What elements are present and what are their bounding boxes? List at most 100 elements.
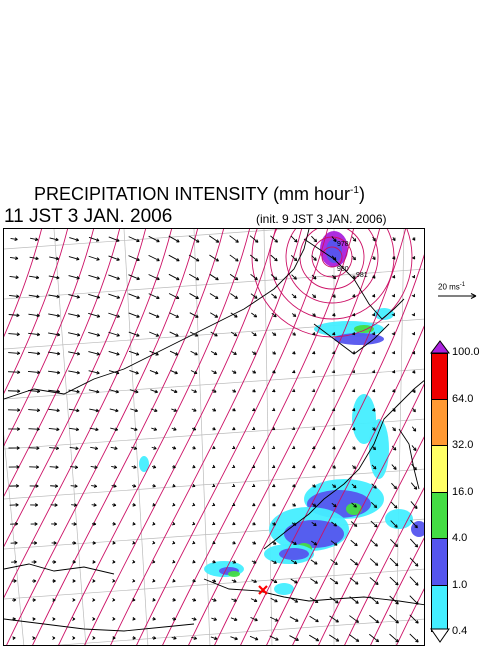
colorbar-legend: 100.0 64.0 32.0 16.0 4.0 1.0 0.4 (430, 340, 500, 645)
wind-arrowhead (235, 258, 239, 262)
wind-vector (209, 293, 219, 299)
wind-arrowhead (92, 598, 96, 602)
wind-vector (249, 235, 259, 243)
wind-arrowhead (52, 598, 56, 602)
wind-arrowhead (274, 239, 278, 243)
wind-arrowhead (115, 371, 120, 375)
wind-vector (229, 254, 239, 262)
wind-arrowhead (292, 464, 296, 469)
wind-arrowhead (392, 447, 397, 451)
wind-arrowhead (313, 238, 318, 243)
wind-arrowhead (271, 445, 276, 450)
wind-arrowhead (16, 332, 20, 337)
wind-arrowhead (72, 579, 76, 583)
wind-vector (291, 293, 297, 299)
wind-vector (28, 332, 40, 336)
wind-vector (371, 483, 377, 489)
wind-arrowhead (253, 579, 257, 583)
wind-vector (191, 389, 197, 393)
wind-arrowhead (34, 522, 38, 526)
wind-arrowhead (372, 408, 376, 412)
wind-vector (331, 236, 337, 242)
wind-arrowhead (295, 618, 299, 622)
wind-vector (249, 635, 259, 641)
isobar (285, 229, 379, 304)
wind-vector (108, 274, 120, 280)
isobar (136, 229, 328, 645)
wind-vector (28, 294, 40, 298)
wind-vector (88, 389, 100, 393)
wind-vector (168, 235, 180, 243)
isobar (84, 229, 276, 645)
wind-arrowhead (193, 370, 198, 375)
wind-vector (29, 256, 39, 260)
wind-arrowhead (93, 484, 98, 488)
wind-arrowhead (272, 332, 277, 336)
wind-arrowhead (392, 237, 396, 242)
wind-arrowhead (151, 559, 156, 564)
wind-arrowhead (134, 427, 138, 432)
wind-arrowhead (112, 636, 116, 640)
wind-arrowhead (314, 599, 319, 603)
wind-arrowhead (195, 295, 199, 300)
wind-arrowhead (375, 581, 379, 586)
longitude-line (193, 229, 211, 645)
wind-arrowhead (251, 426, 256, 431)
wind-arrowhead (53, 560, 57, 564)
wind-arrowhead (113, 484, 117, 488)
wind-vector (68, 313, 80, 317)
wind-arrowhead (36, 332, 41, 337)
wind-arrowhead (132, 540, 136, 545)
wind-arrowhead (14, 541, 18, 545)
wind-vector (329, 577, 339, 585)
wind-arrowhead (312, 484, 316, 488)
wind-arrowhead (332, 465, 336, 469)
precip-area (228, 571, 240, 577)
wind-arrowhead (112, 617, 116, 621)
wind-arrowhead (116, 333, 120, 337)
wind-vector (109, 389, 119, 393)
precip-area (352, 394, 376, 444)
isobar (321, 246, 343, 268)
wind-arrowhead (392, 256, 396, 260)
wind-arrowhead (153, 446, 157, 450)
wind-vector (409, 538, 419, 548)
wind-arrowhead (133, 446, 138, 450)
precip-area (334, 333, 384, 345)
wind-vector (251, 312, 257, 318)
wind-arrowhead (235, 239, 239, 243)
wind-arrowhead (116, 352, 120, 356)
wind-arrowhead (116, 314, 120, 318)
wind-arrowhead (212, 426, 216, 431)
colorbar-segment (431, 492, 448, 539)
wind-vector (148, 312, 160, 318)
wind-arrowhead (251, 483, 256, 487)
wind-arrowhead (192, 464, 196, 469)
wind-arrowhead (392, 408, 396, 412)
wind-vector (168, 273, 180, 281)
wind-arrowhead (192, 598, 197, 602)
wind-vector (251, 331, 257, 337)
wind-vector (230, 636, 238, 640)
wind-arrowhead (75, 446, 79, 451)
wind-arrowhead (72, 598, 76, 602)
wind-vector (230, 293, 238, 299)
wind-arrowhead (154, 408, 158, 413)
wind-arrowhead (56, 370, 61, 375)
wind-arrowhead (311, 388, 316, 393)
wind-arrowhead (272, 522, 277, 526)
wind-arrowhead (95, 427, 99, 432)
wind-arrowhead (172, 598, 176, 602)
wind-arrowhead (411, 293, 415, 298)
wind-vector (28, 313, 40, 317)
wind-arrowhead (292, 332, 296, 336)
wind-arrowhead (152, 578, 156, 583)
wind-arrowhead (233, 332, 238, 337)
wind-vector (270, 579, 278, 583)
wind-arrowhead (152, 617, 156, 621)
wind-arrowhead (211, 521, 216, 526)
wind-arrowhead (394, 543, 399, 548)
isobar (6, 229, 198, 645)
wind-arrowhead (231, 502, 236, 507)
wind-arrowhead (211, 464, 216, 469)
